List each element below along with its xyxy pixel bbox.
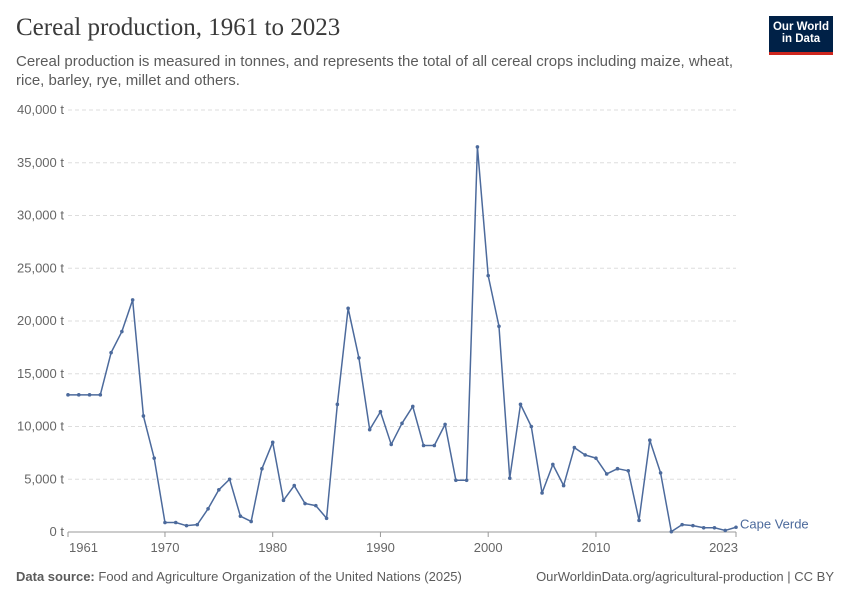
data-point[interactable] bbox=[615, 466, 620, 471]
data-point[interactable] bbox=[163, 520, 167, 525]
data-point[interactable] bbox=[238, 514, 243, 518]
y-tick-label: 5,000 t bbox=[24, 471, 64, 486]
data-point[interactable] bbox=[454, 478, 458, 483]
data-point[interactable] bbox=[87, 393, 92, 397]
data-point[interactable] bbox=[594, 456, 598, 460]
data-point[interactable] bbox=[421, 443, 426, 448]
data-point[interactable] bbox=[314, 503, 318, 508]
data-point[interactable] bbox=[561, 483, 566, 488]
data-point[interactable] bbox=[130, 298, 135, 302]
y-tick-label: 15,000 t bbox=[17, 366, 64, 381]
data-point[interactable] bbox=[464, 478, 469, 483]
data-point[interactable] bbox=[551, 462, 555, 467]
data-point[interactable] bbox=[281, 498, 286, 503]
data-point[interactable] bbox=[141, 414, 146, 418]
logo-line-2: in Data bbox=[781, 33, 821, 45]
series-label[interactable]: Cape Verde bbox=[740, 516, 809, 531]
data-point[interactable] bbox=[410, 404, 415, 409]
data-point[interactable] bbox=[378, 409, 383, 414]
data-point[interactable] bbox=[206, 506, 210, 511]
y-tick-label: 20,000 t bbox=[17, 313, 64, 328]
data-point[interactable] bbox=[432, 443, 437, 448]
data-point[interactable] bbox=[680, 522, 684, 527]
data-point[interactable] bbox=[691, 523, 695, 528]
data-point[interactable] bbox=[669, 529, 674, 534]
data-point[interactable] bbox=[507, 476, 512, 480]
data-point[interactable] bbox=[389, 442, 394, 447]
data-point[interactable] bbox=[658, 471, 663, 475]
data-point[interactable] bbox=[195, 522, 200, 527]
data-point[interactable] bbox=[486, 273, 490, 278]
data-point[interactable] bbox=[648, 438, 652, 443]
data-point[interactable] bbox=[120, 329, 124, 334]
owid-logo[interactable]: Our World in Data bbox=[769, 16, 833, 55]
data-point[interactable] bbox=[367, 427, 372, 432]
chart-subtitle: Cereal production is measured in tonnes,… bbox=[16, 53, 734, 89]
data-point[interactable] bbox=[346, 306, 350, 311]
data-point[interactable] bbox=[184, 523, 189, 528]
source-link[interactable]: OurWorldinData.org/agricultural-producti… bbox=[536, 569, 834, 584]
x-tick-label: 1980 bbox=[258, 540, 287, 555]
data-point[interactable] bbox=[701, 525, 706, 530]
y-tick-label: 25,000 t bbox=[17, 260, 64, 275]
data-source: Data source: Food and Agriculture Organi… bbox=[16, 569, 462, 584]
data-point[interactable] bbox=[497, 324, 501, 329]
data-point[interactable] bbox=[637, 518, 641, 523]
data-point[interactable] bbox=[626, 469, 631, 473]
data-point[interactable] bbox=[303, 501, 307, 506]
y-tick-label: 40,000 t bbox=[17, 102, 64, 117]
data-point[interactable] bbox=[152, 456, 156, 460]
data-point[interactable] bbox=[335, 402, 340, 407]
data-point[interactable] bbox=[217, 488, 221, 492]
data-source-label: Data source: bbox=[16, 569, 95, 584]
data-point[interactable] bbox=[723, 528, 728, 533]
x-tick-label: 1990 bbox=[366, 540, 395, 555]
data-point[interactable] bbox=[712, 525, 717, 530]
logo-line-1: Our World bbox=[772, 21, 829, 33]
data-point[interactable] bbox=[583, 453, 587, 457]
data-point[interactable] bbox=[540, 491, 544, 495]
y-tick-label: 30,000 t bbox=[17, 208, 64, 223]
x-tick-label: 2010 bbox=[581, 540, 610, 555]
chart-title: Cereal production, 1961 to 2023 bbox=[16, 14, 341, 41]
data-point[interactable] bbox=[270, 440, 275, 445]
x-tick-label: 2023 bbox=[709, 540, 738, 555]
series-layer: Cape Verde bbox=[66, 145, 809, 534]
data-point[interactable] bbox=[98, 393, 103, 397]
data-point[interactable] bbox=[734, 525, 738, 530]
y-tick-label: 35,000 t bbox=[17, 155, 64, 170]
x-tick-label: 1970 bbox=[151, 540, 180, 555]
data-point[interactable] bbox=[109, 350, 113, 355]
data-point[interactable] bbox=[249, 519, 253, 524]
data-point[interactable] bbox=[324, 516, 329, 521]
data-point[interactable] bbox=[529, 424, 534, 429]
y-tick-label: 0 t bbox=[50, 524, 65, 539]
x-tick-label: 2000 bbox=[474, 540, 503, 555]
data-point[interactable] bbox=[443, 422, 447, 427]
y-tick-label: 10,000 t bbox=[17, 419, 64, 434]
data-point[interactable] bbox=[173, 520, 178, 525]
data-point[interactable] bbox=[604, 472, 609, 476]
data-point[interactable] bbox=[400, 421, 404, 426]
x-tick-label: 1961 bbox=[69, 540, 98, 555]
data-point[interactable] bbox=[66, 393, 70, 397]
data-point[interactable] bbox=[572, 445, 577, 450]
data-source-text: Food and Agriculture Organization of the… bbox=[98, 569, 462, 584]
series-line[interactable] bbox=[68, 146, 737, 533]
gridlines bbox=[68, 109, 736, 480]
data-point[interactable] bbox=[518, 402, 523, 407]
data-point[interactable] bbox=[475, 145, 480, 149]
data-point[interactable] bbox=[227, 477, 232, 482]
data-point[interactable] bbox=[292, 483, 297, 488]
axes: 0 t 5,000 t 10,000 t 15,000 t 20,000 t 25,000… bbox=[17, 102, 738, 555]
data-point[interactable] bbox=[357, 356, 361, 360]
data-point[interactable] bbox=[260, 466, 264, 471]
data-point[interactable] bbox=[76, 393, 81, 397]
